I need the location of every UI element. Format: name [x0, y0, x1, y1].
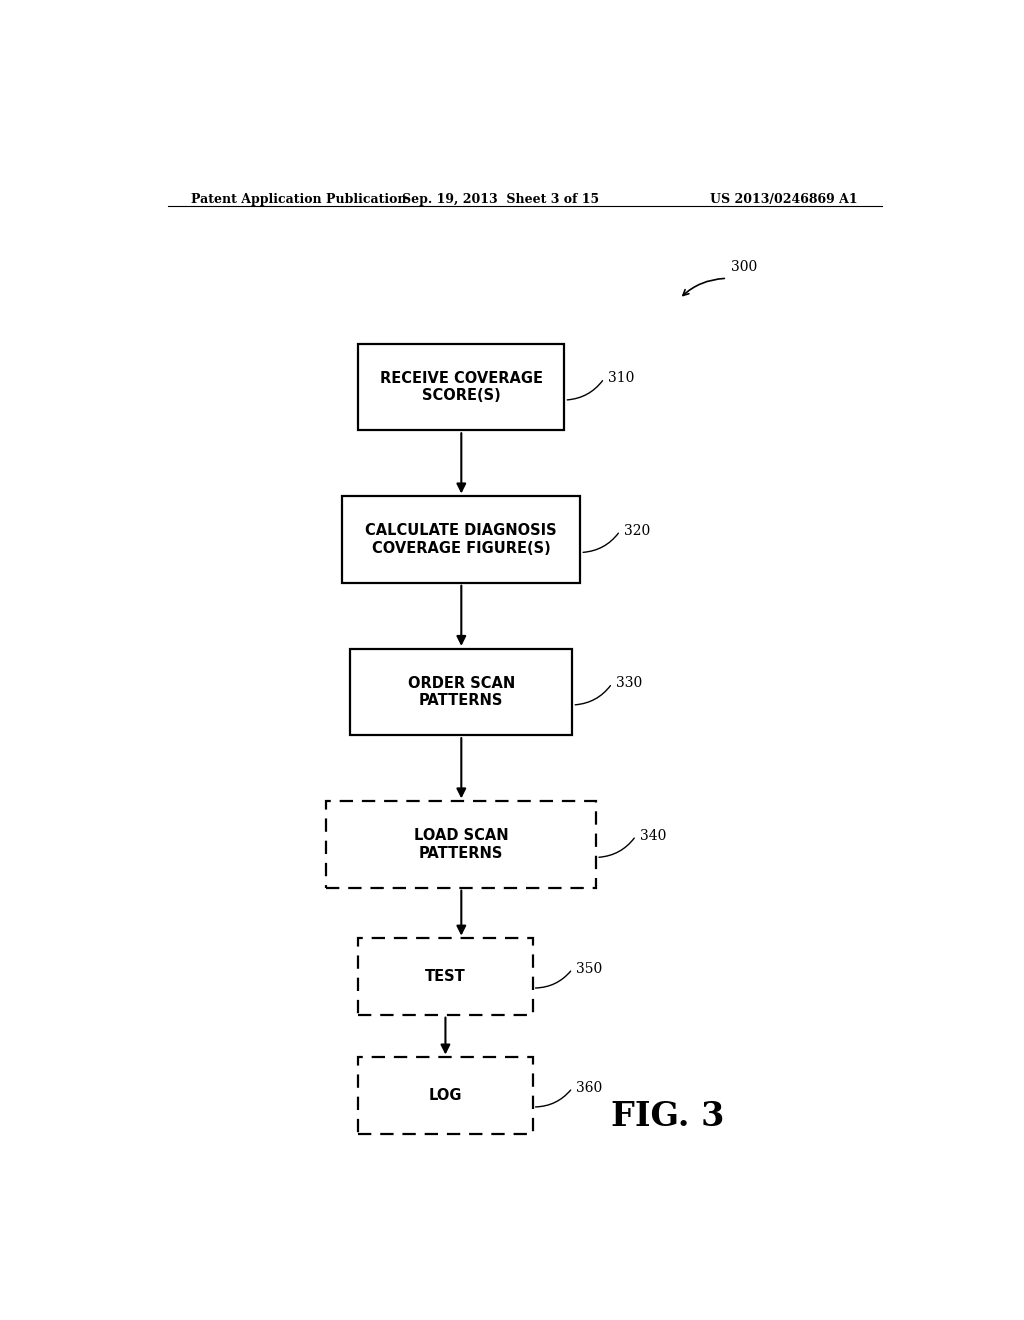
Text: 350: 350: [577, 962, 603, 975]
Text: TEST: TEST: [425, 969, 466, 985]
FancyBboxPatch shape: [327, 801, 596, 887]
Text: US 2013/0246869 A1: US 2013/0246869 A1: [711, 193, 858, 206]
FancyBboxPatch shape: [358, 1057, 532, 1134]
FancyBboxPatch shape: [358, 345, 564, 430]
FancyBboxPatch shape: [350, 649, 572, 735]
FancyBboxPatch shape: [358, 939, 532, 1015]
Text: FIG. 3: FIG. 3: [611, 1101, 724, 1134]
Text: 300: 300: [731, 260, 758, 275]
Text: RECEIVE COVERAGE
SCORE(S): RECEIVE COVERAGE SCORE(S): [380, 371, 543, 404]
Text: 330: 330: [616, 676, 642, 690]
Text: 360: 360: [577, 1081, 603, 1094]
Text: LOAD SCAN
PATTERNS: LOAD SCAN PATTERNS: [414, 828, 509, 861]
Text: 320: 320: [624, 524, 650, 539]
Text: LOG: LOG: [429, 1088, 462, 1104]
Text: Sep. 19, 2013  Sheet 3 of 15: Sep. 19, 2013 Sheet 3 of 15: [402, 193, 600, 206]
Text: CALCULATE DIAGNOSIS
COVERAGE FIGURE(S): CALCULATE DIAGNOSIS COVERAGE FIGURE(S): [366, 523, 557, 556]
Text: 340: 340: [640, 829, 667, 843]
Text: Patent Application Publication: Patent Application Publication: [191, 193, 407, 206]
Text: ORDER SCAN
PATTERNS: ORDER SCAN PATTERNS: [408, 676, 515, 709]
Text: 310: 310: [608, 371, 635, 385]
FancyBboxPatch shape: [342, 496, 581, 582]
